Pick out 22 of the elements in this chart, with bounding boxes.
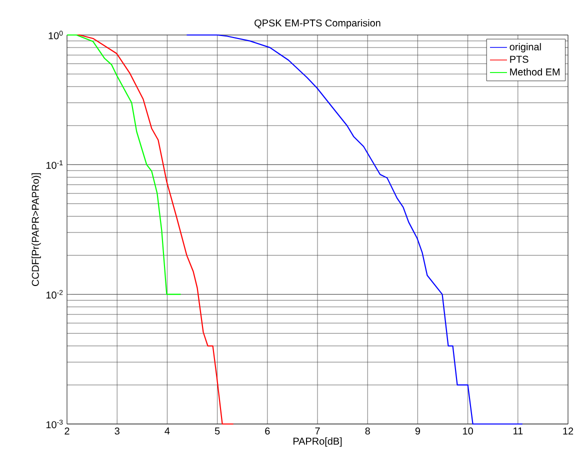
x-tick-label: 6 [265,428,270,435]
legend-label: Method EM [510,68,560,76]
x-axis-title: PAPRo[dB] [293,437,342,447]
legend-label: PTS [510,56,528,63]
x-tick-label: 4 [164,428,170,434]
x-tick-label: 12 [563,428,574,434]
line-series [66,34,182,295]
y-tick-label: 10$^{-3}$ [46,420,63,428]
y-tick-label: 10$^{-1}$ [46,160,63,169]
x-tick-label: 11 [514,428,523,434]
chart-title: QPSK EM-PTS Comparision [254,19,380,28]
x-tick-label: 9 [415,428,420,435]
x-tick-label: 7 [315,428,320,434]
x-tick-label: 3 [114,428,120,435]
x-tick-label: 5 [214,428,220,434]
x-tick-label: 10 [463,428,473,435]
x-tick-label: 8 [365,428,370,435]
y-tick-label: 10$^{-2}$ [46,290,63,299]
legend-label: original [510,43,541,52]
x-tick-label: 2 [64,428,70,434]
y-tick-label: 10$^{0}$ [48,30,63,40]
y-axis-title: CCDF[Pr(PAPR>PAPRo)] [32,173,41,286]
